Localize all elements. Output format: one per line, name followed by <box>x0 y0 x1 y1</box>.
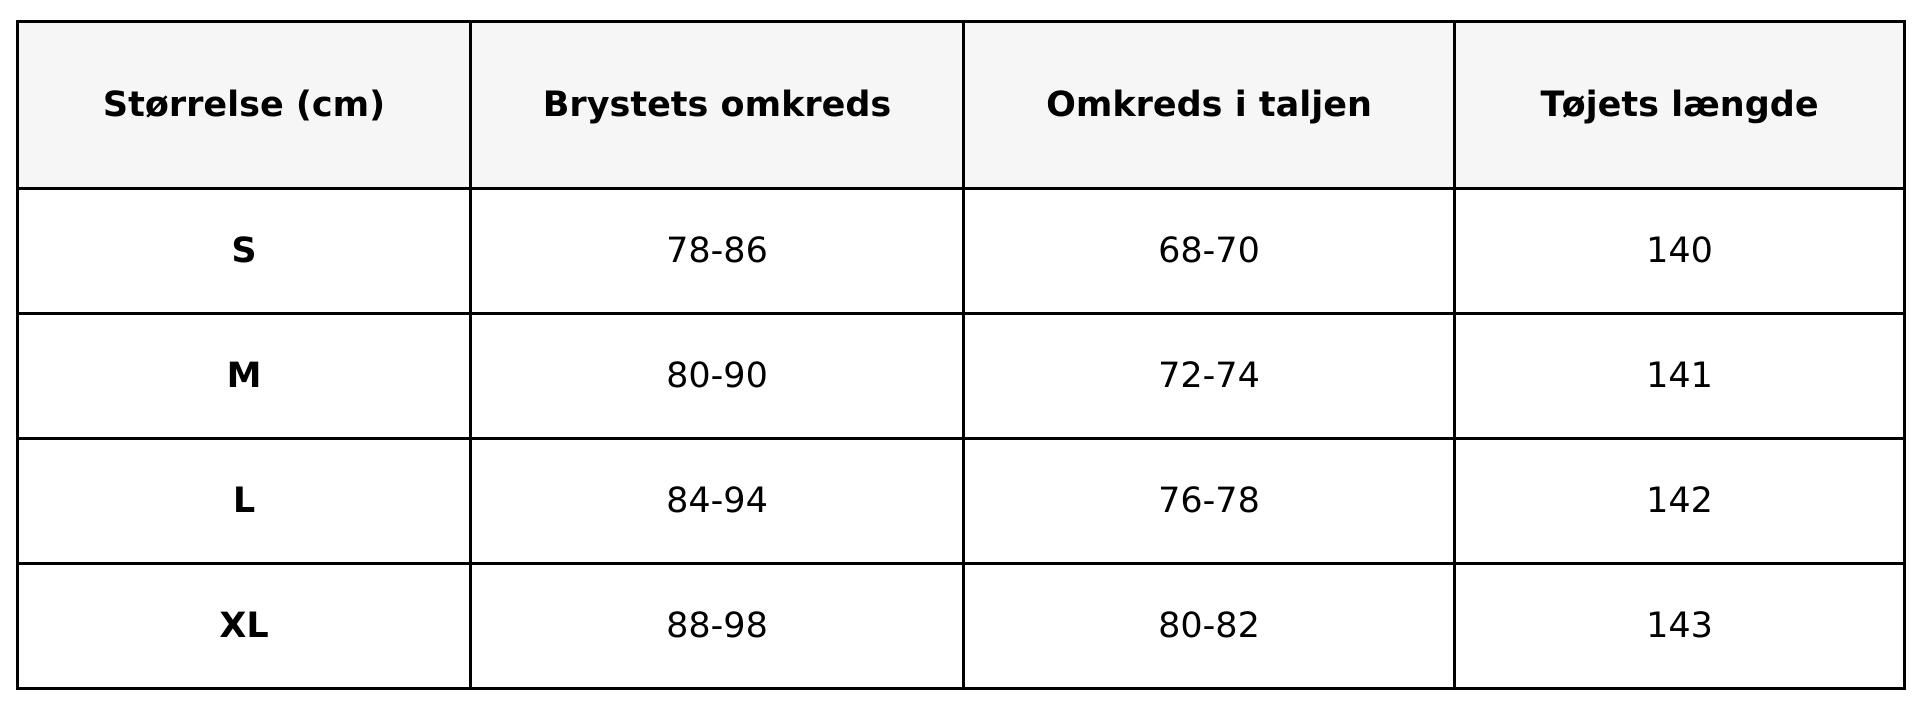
table-row: M 80-90 72-74 141 <box>16 312 1906 440</box>
header-size: Størrelse (cm) <box>16 20 472 190</box>
chest-cell: 88-98 <box>469 562 965 690</box>
size-cell: M <box>16 312 472 440</box>
size-cell: XL <box>16 562 472 690</box>
length-cell: 143 <box>1453 562 1906 690</box>
chest-cell: 80-90 <box>469 312 965 440</box>
waist-cell: 80-82 <box>962 562 1456 690</box>
length-cell: 141 <box>1453 312 1906 440</box>
header-chest: Brystets omkreds <box>469 20 965 190</box>
header-length: Tøjets længde <box>1453 20 1906 190</box>
header-row: Størrelse (cm) Brystets omkreds Omkreds … <box>16 20 1906 190</box>
table-row: S 78-86 68-70 140 <box>16 187 1906 315</box>
waist-cell: 72-74 <box>962 312 1456 440</box>
size-cell: S <box>16 187 472 315</box>
size-cell: L <box>16 437 472 565</box>
header-waist: Omkreds i taljen <box>962 20 1456 190</box>
size-chart-table: Størrelse (cm) Brystets omkreds Omkreds … <box>16 20 1906 690</box>
chest-cell: 78-86 <box>469 187 965 315</box>
table-row: L 84-94 76-78 142 <box>16 437 1906 565</box>
waist-cell: 68-70 <box>962 187 1456 315</box>
length-cell: 140 <box>1453 187 1906 315</box>
chest-cell: 84-94 <box>469 437 965 565</box>
table-row: XL 88-98 80-82 143 <box>16 562 1906 690</box>
waist-cell: 76-78 <box>962 437 1456 565</box>
length-cell: 142 <box>1453 437 1906 565</box>
